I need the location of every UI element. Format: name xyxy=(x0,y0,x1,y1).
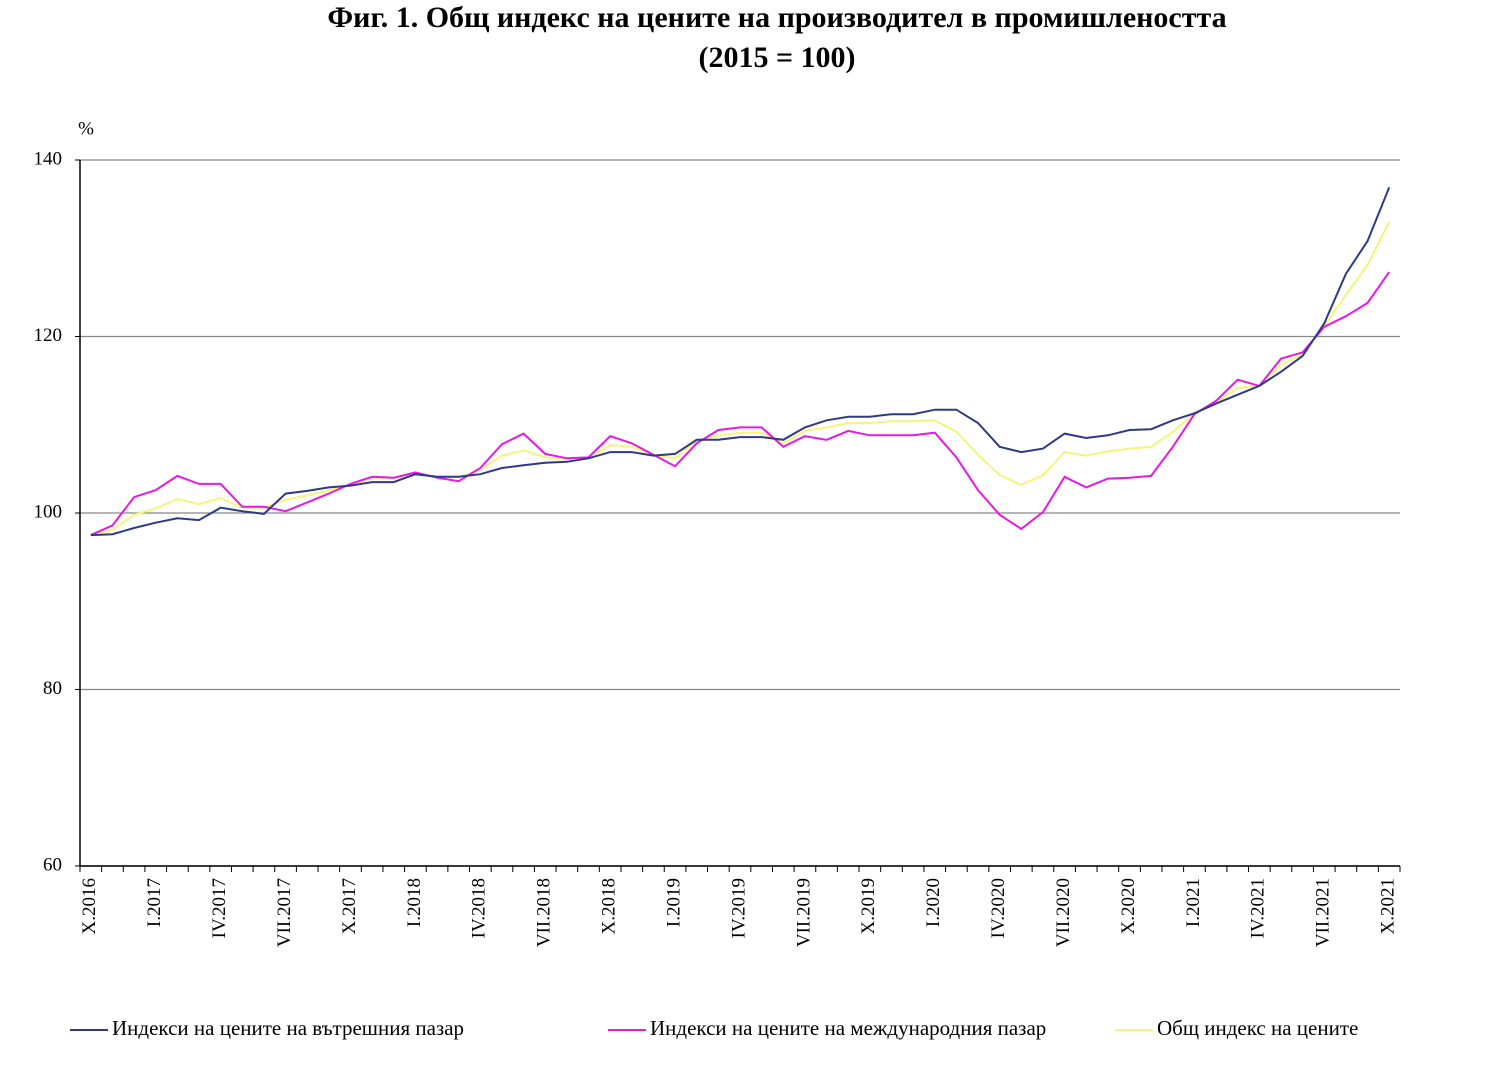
x-tick-label: IV.2017 xyxy=(209,878,230,938)
x-tick-label: VII.2018 xyxy=(534,878,555,947)
x-tick-label: I.2019 xyxy=(663,878,684,927)
y-tick-label: 140 xyxy=(34,148,63,169)
data-line xyxy=(90,271,1391,537)
x-tick-label: VII.2020 xyxy=(1053,878,1074,947)
x-tick-label: X.2021 xyxy=(1378,878,1399,934)
y-tick-label: 60 xyxy=(43,854,62,875)
x-tick-label: X.2017 xyxy=(339,878,360,934)
data-line xyxy=(90,221,1391,537)
x-tick-label: VII.2021 xyxy=(1313,878,1334,947)
x-tick-label: VII.2017 xyxy=(274,878,295,947)
x-tick-label: VII.2019 xyxy=(793,878,814,947)
y-axis-label: % xyxy=(78,118,94,139)
x-tick-label: X.2020 xyxy=(1118,878,1139,934)
y-tick-label: 80 xyxy=(43,678,62,699)
x-tick-label: IV.2019 xyxy=(728,878,749,938)
legend-label: Индекси на цените на международния пазар xyxy=(650,1016,1046,1040)
x-tick-label: IV.2020 xyxy=(988,878,1009,938)
y-tick-label: 120 xyxy=(34,325,63,346)
legend-label: Общ индекс на цените xyxy=(1157,1016,1358,1040)
data-line xyxy=(90,187,1391,537)
x-tick-label: I.2020 xyxy=(923,878,944,927)
chart-subtitle: (2015 = 100) xyxy=(698,41,855,74)
x-tick-label: I.2018 xyxy=(404,878,425,927)
x-tick-label: IV.2021 xyxy=(1248,878,1269,938)
x-tick-label: X.2019 xyxy=(858,878,879,934)
x-tick-label: I.2021 xyxy=(1183,878,1204,927)
legend-label: Индекси на цените на вътрешния пазар xyxy=(112,1016,464,1040)
y-tick-label: 100 xyxy=(34,501,63,522)
x-tick-label: X.2016 xyxy=(79,878,100,934)
x-tick-label: X.2018 xyxy=(599,878,620,934)
x-tick-label: IV.2018 xyxy=(469,878,490,938)
chart-title: Фиг. 1. Общ индекс на цените на производ… xyxy=(327,1,1226,34)
x-tick-label: I.2017 xyxy=(144,878,165,927)
